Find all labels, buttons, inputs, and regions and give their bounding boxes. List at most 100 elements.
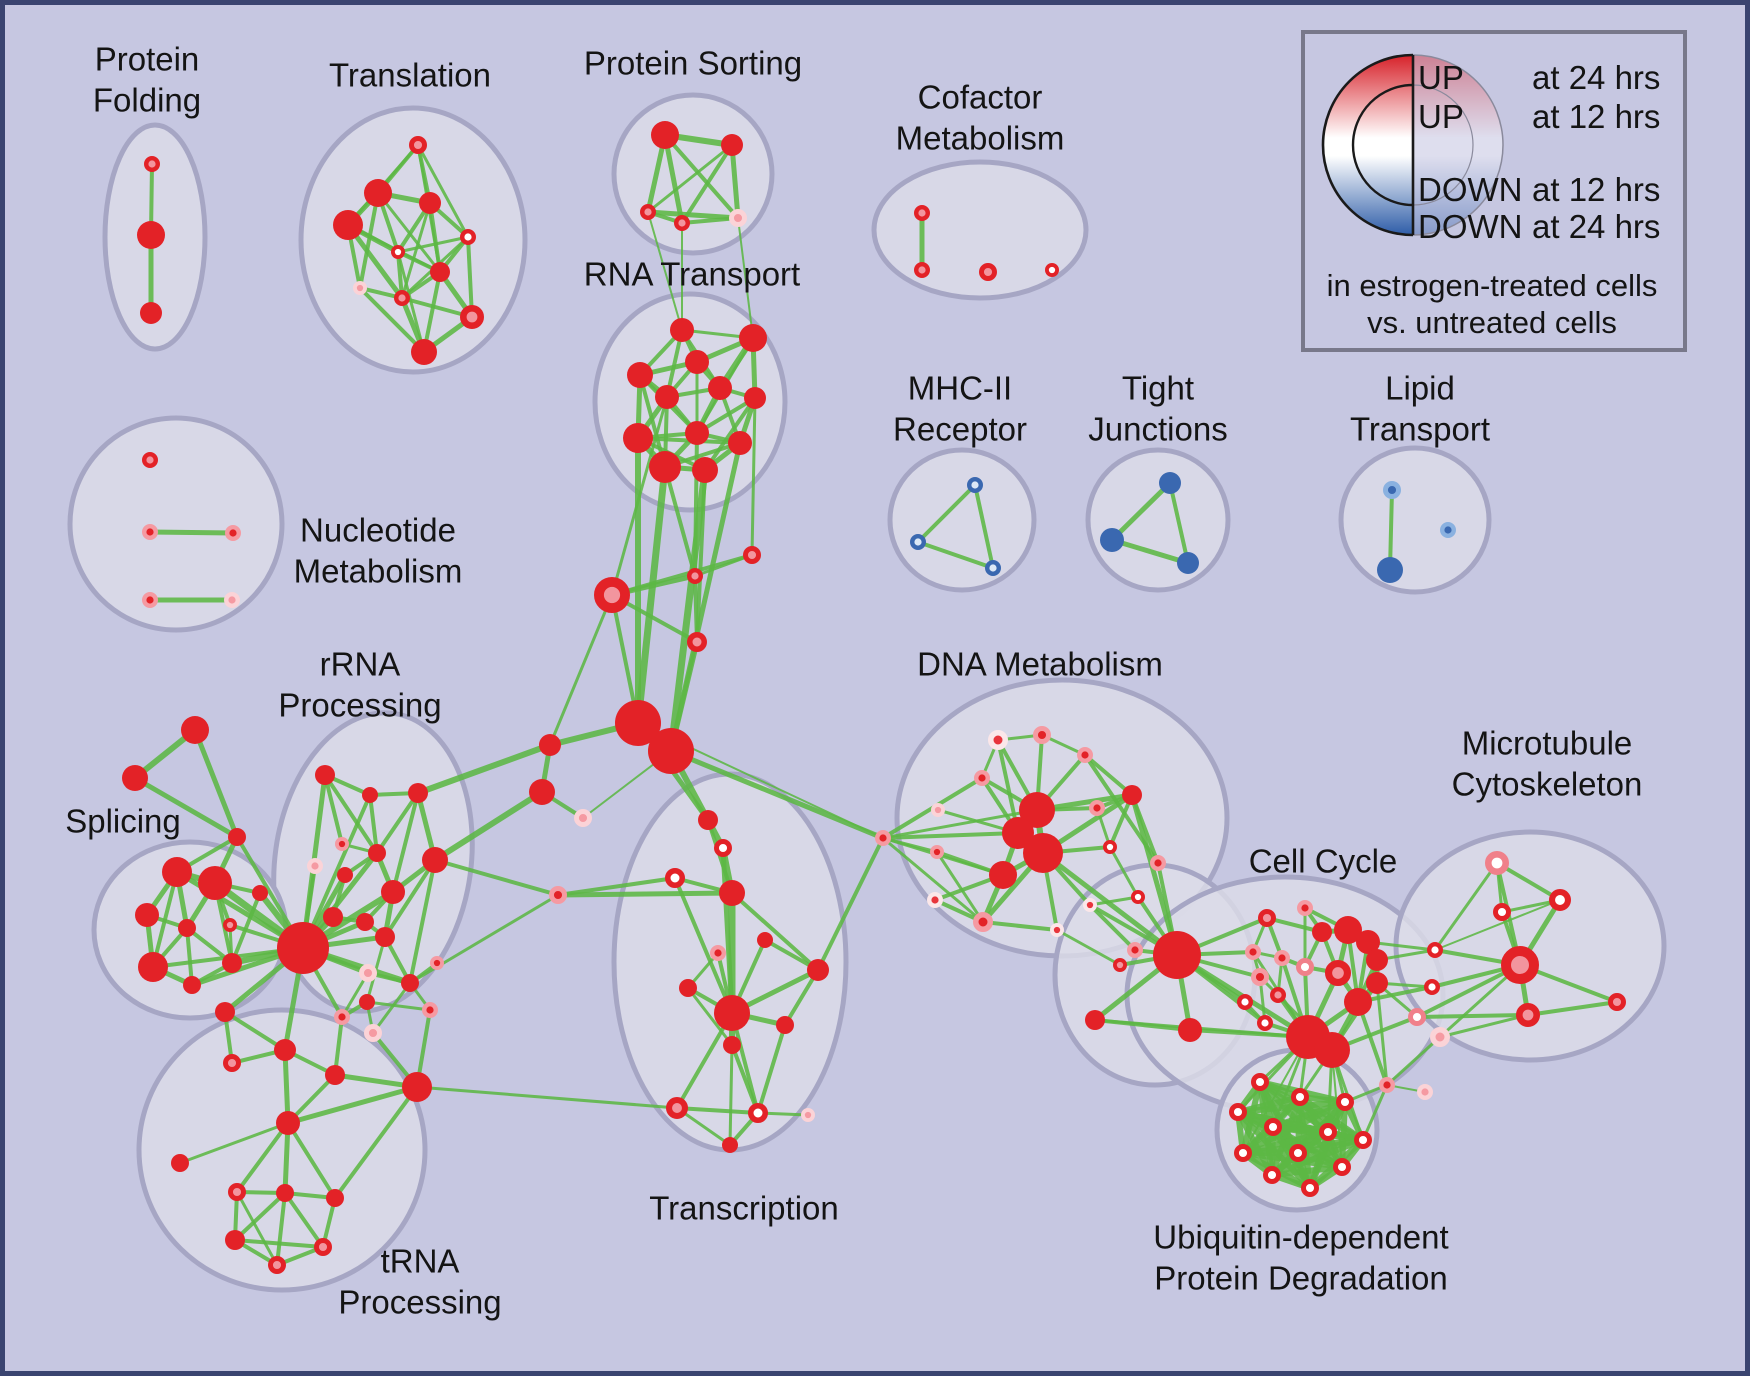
gene-node-up-strong-solid-red[interactable] xyxy=(649,451,681,483)
gene-node-pink-ring-red-center[interactable] xyxy=(974,770,991,787)
gene-node-pale-pink-solid[interactable] xyxy=(728,209,747,228)
gene-node-red-ring-pink-center[interactable] xyxy=(459,304,484,329)
gene-node-up-strong-solid-red[interactable] xyxy=(1153,931,1201,979)
gene-node-red-ring-white-center[interactable] xyxy=(665,868,685,888)
gene-node-up-strong-solid-red[interactable] xyxy=(222,953,242,973)
gene-node-red-ring-pink-center[interactable] xyxy=(666,1097,689,1120)
gene-node-up-strong-solid-red[interactable] xyxy=(655,385,679,409)
gene-node-up-strong-solid-red[interactable] xyxy=(722,1137,738,1153)
gene-node-red-ring-pink-center[interactable] xyxy=(228,1182,247,1201)
gene-node-red-ring-pink-center[interactable] xyxy=(223,917,238,932)
gene-node-up-strong-solid-red[interactable] xyxy=(359,994,375,1010)
gene-node-up-strong-solid-red[interactable] xyxy=(171,1154,189,1172)
gene-node-pale-pink-solid[interactable] xyxy=(223,592,240,609)
gene-node-pink-ring-red-center[interactable] xyxy=(1149,855,1166,872)
gene-node-up-strong-solid-red[interactable] xyxy=(402,1072,432,1102)
gene-node-red-ring-white-center[interactable] xyxy=(1318,1122,1337,1141)
gene-node-red-ring-pink-center[interactable] xyxy=(1501,946,1539,984)
gene-node-up-strong-solid-red[interactable] xyxy=(325,1065,345,1085)
gene-node-red-ring-white-center[interactable] xyxy=(748,1103,768,1123)
gene-node-red-ring-pink-center[interactable] xyxy=(594,577,631,614)
gene-node-up-strong-solid-red[interactable] xyxy=(326,1189,344,1207)
gene-node-up-strong-solid-red[interactable] xyxy=(183,976,201,994)
gene-node-red-ring-pink-center[interactable] xyxy=(141,452,158,469)
gene-node-up-strong-solid-red[interactable] xyxy=(362,787,378,803)
gene-node-pink-ring-red-center[interactable] xyxy=(1088,800,1105,817)
gene-node-red-ring-white-center[interactable] xyxy=(1335,1092,1354,1111)
gene-node-red-ring-pink-center[interactable] xyxy=(687,632,707,652)
gene-node-red-ring-white-center[interactable] xyxy=(1332,1157,1351,1176)
gene-node-up-strong-solid-red[interactable] xyxy=(1085,1010,1105,1030)
gene-node-red-ring-pink-center[interactable] xyxy=(640,203,657,220)
gene-node-down-solid-blue[interactable] xyxy=(1100,528,1124,552)
gene-node-up-strong-solid-red[interactable] xyxy=(627,362,653,388)
gene-node-up-strong-solid-red[interactable] xyxy=(323,907,343,927)
gene-node-pale-pink-solid[interactable] xyxy=(800,1108,815,1123)
gene-node-red-ring-white-center[interactable] xyxy=(1103,839,1118,854)
gene-node-up-strong-solid-red[interactable] xyxy=(685,350,709,374)
gene-node-red-ring-white-center[interactable] xyxy=(1426,942,1443,959)
gene-node-up-strong-solid-red[interactable] xyxy=(757,932,773,948)
gene-node-pink-ring-red-center[interactable] xyxy=(422,1002,439,1019)
gene-node-blue-ring-light-center[interactable] xyxy=(985,560,1002,577)
gene-node-up-strong-solid-red[interactable] xyxy=(1019,792,1055,828)
gene-node-red-ring-pink-center[interactable] xyxy=(314,1237,333,1256)
gene-node-pink-ring-red-center[interactable] xyxy=(334,836,349,851)
gene-node-up-strong-solid-red[interactable] xyxy=(375,927,395,947)
gene-node-lightblue-ring-blue-center[interactable] xyxy=(1382,481,1401,500)
gene-node-red-ring-pink-center[interactable] xyxy=(687,568,704,585)
gene-node-red-ring-white-center[interactable] xyxy=(390,245,405,260)
gene-node-up-strong-solid-red[interactable] xyxy=(1356,930,1380,954)
gene-node-red-ring-white-center[interactable] xyxy=(1353,1130,1372,1149)
gene-node-up-strong-solid-red[interactable] xyxy=(215,1002,235,1022)
gene-node-up-strong-solid-red[interactable] xyxy=(807,959,829,981)
gene-node-blue-ring-light-center[interactable] xyxy=(910,534,927,551)
gene-node-up-strong-solid-red[interactable] xyxy=(162,857,192,887)
gene-node-red-ring-white-center[interactable] xyxy=(1549,889,1572,912)
gene-node-up-strong-solid-red[interactable] xyxy=(1122,785,1142,805)
gene-node-pale-pink-solid[interactable] xyxy=(352,280,367,295)
gene-node-red-ring-white-center[interactable] xyxy=(1300,1178,1319,1197)
gene-node-red-ring-white-center[interactable] xyxy=(1131,889,1146,904)
gene-node-red-ring-white-center[interactable] xyxy=(1262,1165,1281,1184)
gene-node-red-ring-white-center[interactable] xyxy=(1263,1117,1282,1136)
gene-node-lightblue-ring-blue-center[interactable] xyxy=(1439,522,1456,539)
gene-node-white-ring-red-center[interactable] xyxy=(1050,922,1065,937)
gene-node-red-ring-white-center[interactable] xyxy=(1288,1143,1307,1162)
gene-node-up-strong-solid-red[interactable] xyxy=(1344,988,1372,1016)
gene-node-up-strong-solid-red[interactable] xyxy=(1178,1018,1202,1042)
gene-node-up-strong-solid-red[interactable] xyxy=(333,210,363,240)
gene-node-pink-ring-red-center[interactable] xyxy=(875,830,892,847)
gene-node-red-ring-pink-center[interactable] xyxy=(674,214,691,231)
gene-node-red-ring-white-center[interactable] xyxy=(1423,979,1440,996)
gene-node-red-ring-pink-center[interactable] xyxy=(1257,908,1276,927)
gene-node-up-strong-solid-red[interactable] xyxy=(685,421,709,445)
gene-node-pale-pink-solid[interactable] xyxy=(307,858,324,875)
gene-node-red-ring-white-center[interactable] xyxy=(1045,262,1060,277)
gene-node-up-strong-solid-red[interactable] xyxy=(719,880,745,906)
gene-node-red-ring-white-center[interactable] xyxy=(713,838,732,857)
gene-node-pale-pink-solid[interactable] xyxy=(359,963,378,982)
gene-node-up-strong-solid-red[interactable] xyxy=(539,734,561,756)
gene-node-up-strong-solid-red[interactable] xyxy=(648,728,694,774)
gene-node-up-strong-solid-red[interactable] xyxy=(728,431,752,455)
gene-node-up-strong-solid-red[interactable] xyxy=(430,262,450,282)
gene-node-red-ring-pink-center[interactable] xyxy=(978,263,997,282)
gene-node-up-strong-solid-red[interactable] xyxy=(1334,916,1362,944)
gene-node-red-ring-pink-center[interactable] xyxy=(223,1053,242,1072)
gene-node-up-strong-solid-red[interactable] xyxy=(122,765,148,791)
gene-node-pink-ring-red-center[interactable] xyxy=(1076,747,1093,764)
gene-node-up-strong-solid-red[interactable] xyxy=(1314,1032,1350,1068)
gene-node-red-ring-pink-center[interactable] xyxy=(1607,992,1626,1011)
gene-node-down-solid-blue[interactable] xyxy=(1377,557,1403,583)
gene-node-red-ring-white-center[interactable] xyxy=(1233,1143,1252,1162)
gene-node-up-strong-solid-red[interactable] xyxy=(401,974,419,992)
gene-node-pink-ring-red-center[interactable] xyxy=(334,1009,351,1026)
gene-node-up-strong-solid-red[interactable] xyxy=(178,919,196,937)
gene-node-up-strong-solid-red[interactable] xyxy=(277,922,329,974)
gene-node-pink-ring-red-center[interactable] xyxy=(1032,725,1051,744)
gene-node-up-strong-solid-red[interactable] xyxy=(1366,972,1388,994)
gene-node-pink-ring-red-center[interactable] xyxy=(1244,944,1261,961)
gene-node-red-ring-pink-center[interactable] xyxy=(143,155,160,172)
gene-node-red-ring-white-center[interactable] xyxy=(1492,902,1511,921)
